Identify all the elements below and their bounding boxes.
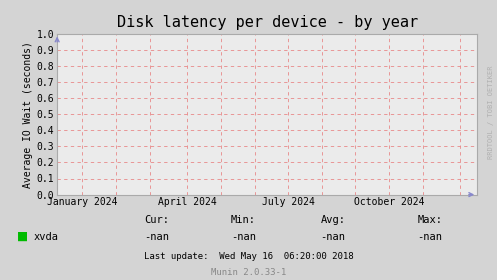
Text: RRDTOOL / TOBI OETIKER: RRDTOOL / TOBI OETIKER: [488, 65, 494, 159]
Text: Max:: Max:: [417, 215, 442, 225]
Text: Min:: Min:: [231, 215, 256, 225]
Title: Disk latency per device - by year: Disk latency per device - by year: [117, 15, 417, 30]
Text: -nan: -nan: [321, 232, 345, 242]
Text: -nan: -nan: [144, 232, 169, 242]
Text: xvda: xvda: [34, 232, 59, 242]
Text: Avg:: Avg:: [321, 215, 345, 225]
Text: -nan: -nan: [231, 232, 256, 242]
Y-axis label: Average IO Wait (seconds): Average IO Wait (seconds): [22, 41, 33, 188]
Text: Cur:: Cur:: [144, 215, 169, 225]
Text: -nan: -nan: [417, 232, 442, 242]
Text: Munin 2.0.33-1: Munin 2.0.33-1: [211, 268, 286, 277]
Text: Last update:  Wed May 16  06:20:00 2018: Last update: Wed May 16 06:20:00 2018: [144, 252, 353, 261]
Text: ■: ■: [17, 230, 28, 243]
